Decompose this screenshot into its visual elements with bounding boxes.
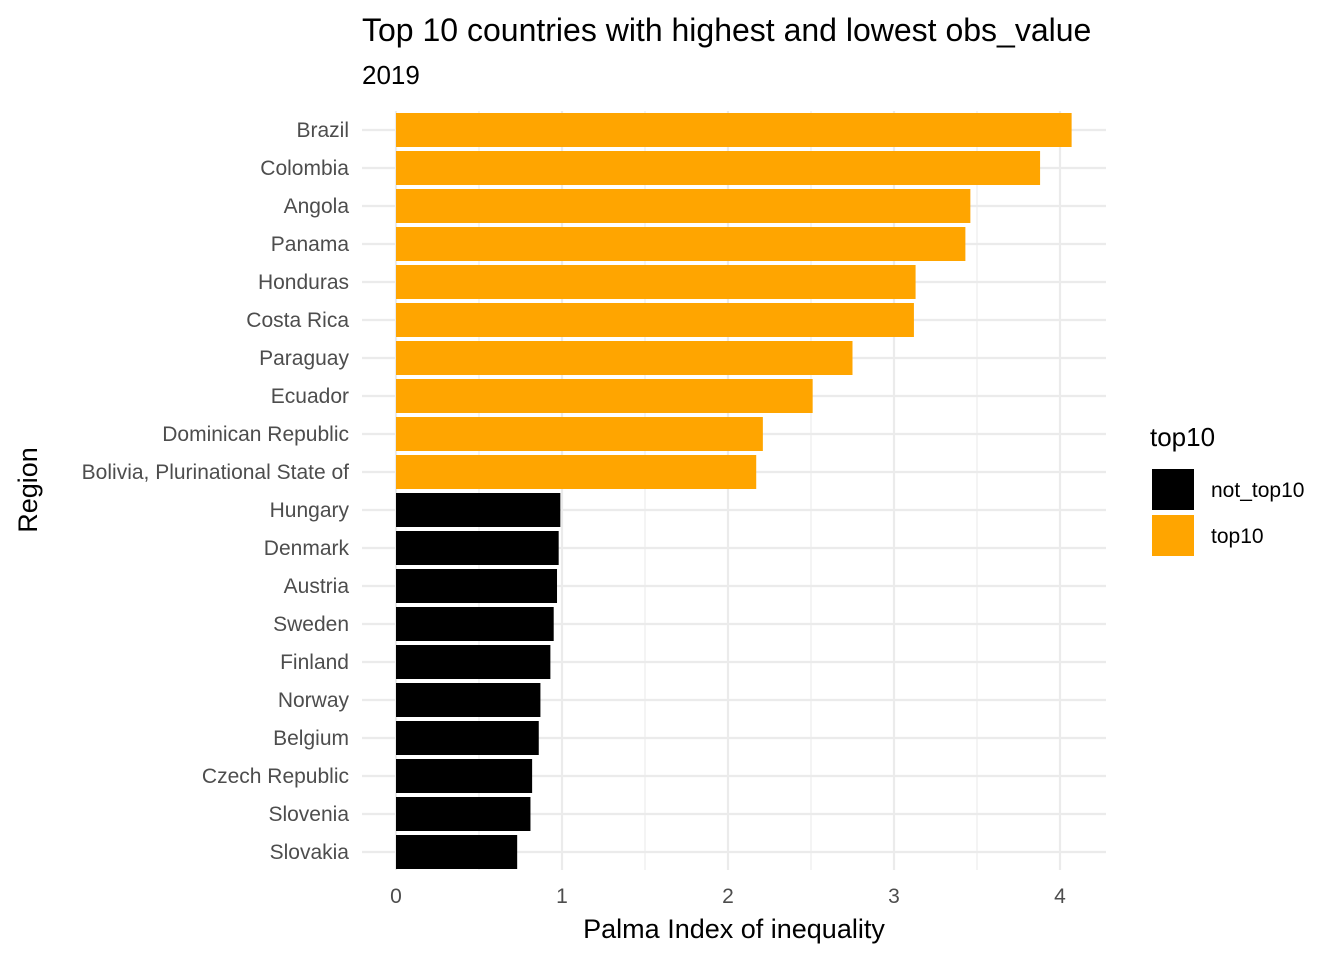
x-axis-title: Palma Index of inequality — [583, 914, 885, 944]
bar-colombia — [396, 151, 1041, 185]
legend-key-not-top10 — [1152, 469, 1194, 510]
x-tick-label: 4 — [1054, 885, 1066, 908]
legend: top10 not_top10 top10 — [1150, 422, 1304, 556]
legend-label: top10 — [1211, 525, 1264, 548]
bar-sweden — [396, 607, 554, 641]
bar-finland — [396, 645, 551, 679]
x-tick-label: 1 — [556, 885, 568, 908]
y-axis-tick-labels: Brazil Colombia Angola Panama Honduras Costa … — [82, 119, 350, 864]
y-tick-label: Hungary — [270, 499, 350, 522]
bar-belgium — [396, 721, 539, 755]
x-axis-tick-labels: 0 1 2 3 4 — [390, 885, 1066, 908]
bar-czech-republic — [396, 759, 533, 793]
bar-costa-rica — [396, 303, 914, 337]
y-tick-label: Finland — [280, 651, 349, 674]
y-tick-label: Dominican Republic — [162, 423, 349, 446]
y-tick-label: Sweden — [273, 613, 349, 636]
bar-angola — [396, 189, 971, 223]
bar-norway — [396, 683, 541, 717]
bar-bolivia-plurinational-state-of — [396, 455, 757, 489]
y-tick-label: Denmark — [264, 537, 350, 560]
bar-brazil — [396, 113, 1072, 147]
y-tick-label: Paraguay — [259, 347, 349, 370]
x-tick-label: 0 — [390, 885, 402, 908]
y-tick-label: Belgium — [273, 727, 349, 750]
grid-lines — [362, 111, 1106, 870]
legend-key-top10 — [1152, 515, 1194, 556]
y-tick-label: Bolivia, Plurinational State of — [82, 461, 349, 484]
x-tick-label: 2 — [722, 885, 734, 908]
y-axis-title: Region — [13, 447, 43, 533]
bar-hungary — [396, 493, 561, 527]
y-tick-label: Honduras — [258, 271, 349, 294]
bars — [396, 113, 1072, 869]
y-tick-label: Austria — [284, 575, 350, 598]
x-tick-label: 3 — [888, 885, 900, 908]
chart-title: Top 10 countries with highest and lowest… — [362, 12, 1091, 48]
y-tick-label: Colombia — [260, 157, 349, 180]
legend-title: top10 — [1150, 422, 1215, 452]
chart-subtitle: 2019 — [362, 60, 420, 90]
bar-ecuador — [396, 379, 813, 413]
y-tick-label: Costa Rica — [246, 309, 349, 332]
bar-slovakia — [396, 835, 518, 869]
bar-dominican-republic — [396, 417, 763, 451]
y-tick-label: Panama — [271, 233, 350, 256]
bar-denmark — [396, 531, 559, 565]
y-tick-label: Slovakia — [270, 841, 350, 864]
y-tick-label: Angola — [284, 195, 350, 218]
bar-honduras — [396, 265, 916, 299]
y-tick-label: Brazil — [296, 119, 349, 142]
y-tick-label: Czech Republic — [202, 765, 349, 788]
y-tick-label: Ecuador — [271, 385, 349, 408]
y-tick-label: Norway — [278, 689, 350, 712]
bar-panama — [396, 227, 966, 261]
bar-paraguay — [396, 341, 853, 375]
legend-label: not_top10 — [1211, 479, 1304, 502]
bar-austria — [396, 569, 558, 603]
bar-slovenia — [396, 797, 531, 831]
y-tick-label: Slovenia — [268, 803, 349, 826]
